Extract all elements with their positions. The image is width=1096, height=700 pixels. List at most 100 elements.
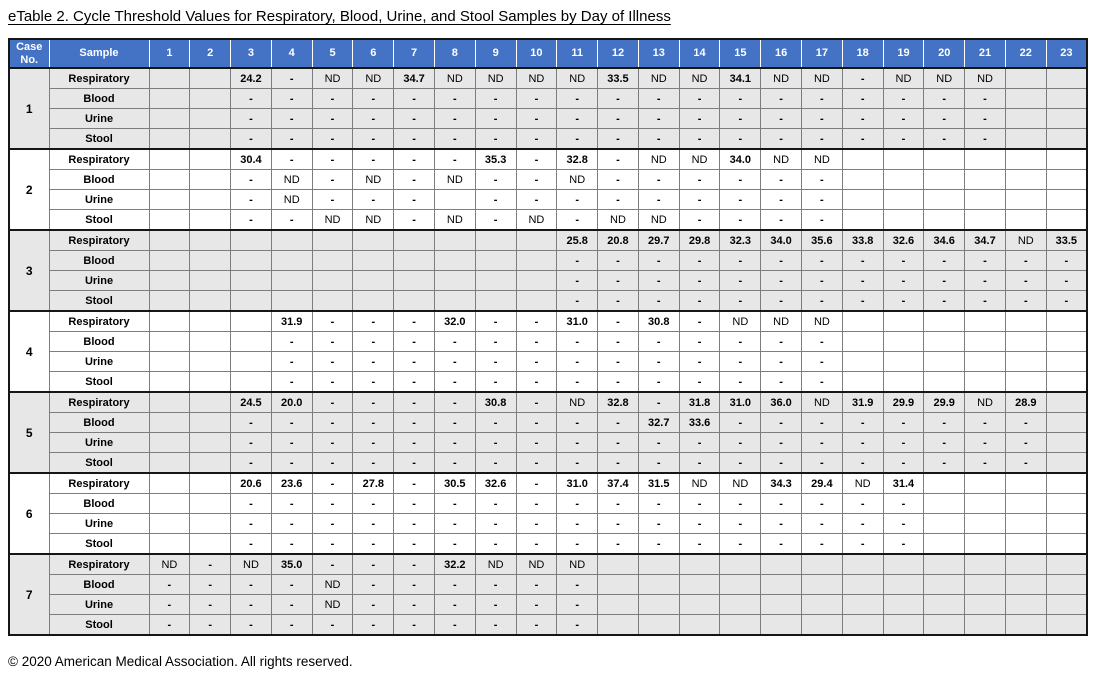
ct-cell — [841, 371, 884, 393]
ct-cell — [923, 614, 966, 636]
ct-cell — [474, 229, 517, 251]
ct-cell: - — [270, 88, 313, 109]
ct-cell: ND — [801, 148, 843, 170]
ct-cell: 32.8 — [556, 148, 599, 170]
ct-cell: 31.4 — [882, 472, 925, 494]
ct-cell — [964, 614, 1006, 636]
ct-cell: - — [678, 371, 721, 393]
table-row: Stool - - - - - - - - - - - - - - - - - - - - — [9, 452, 1088, 474]
ct-cell: - — [270, 128, 313, 150]
table-row: Stool - - - - - - - - - - - - - - — [9, 371, 1088, 393]
sample-label: Respiratory — [48, 148, 150, 170]
ct-cell: - — [841, 452, 884, 474]
ct-cell — [189, 331, 232, 352]
ct-cell — [433, 290, 476, 312]
ct-cell — [882, 351, 925, 372]
ct-cell: - — [923, 88, 966, 109]
ct-cell: ND — [719, 472, 762, 494]
ct-cell — [1045, 391, 1088, 413]
ct-cell: - — [719, 412, 762, 433]
ct-cell: - — [474, 310, 517, 332]
ct-cell: - — [270, 594, 313, 615]
sample-label: Stool — [48, 452, 150, 474]
ct-cell: - — [393, 391, 435, 413]
ct-cell: - — [678, 533, 721, 555]
ct-cell: - — [393, 209, 435, 231]
table-row: 7 Respiratory ND - ND 35.0- - -32.2 ND ND ND — [8, 553, 1088, 636]
sample-label: Urine — [48, 108, 150, 129]
table-row: Blood - - - - - - - - - - - - - - - - - - - — [9, 88, 1088, 109]
ct-cell: - — [678, 310, 721, 332]
ct-cell — [311, 250, 354, 271]
ct-cell: ND — [1004, 229, 1047, 251]
ct-cell — [1045, 169, 1088, 190]
ct-cell: ND — [637, 209, 680, 231]
col-header-day: 15 — [719, 39, 762, 69]
ct-cell: - — [393, 614, 435, 636]
ct-cell: - — [270, 412, 313, 433]
ct-cell: - — [923, 432, 966, 453]
ct-cell: - — [189, 594, 232, 615]
col-header-sample: Sample — [48, 39, 150, 69]
ct-cell: - — [841, 290, 884, 312]
ct-cell: 31.0 — [719, 391, 762, 413]
ct-cell: - — [801, 290, 843, 312]
ct-cell: - — [352, 493, 395, 514]
sample-label: Respiratory — [48, 229, 150, 251]
ct-cell: 32.6 — [882, 229, 925, 251]
ct-cell: - — [515, 88, 558, 109]
ct-cell: - — [637, 371, 680, 393]
ct-cell: - — [556, 189, 599, 210]
sample-label: Blood — [48, 493, 150, 514]
ct-cell: 25.8 — [556, 229, 599, 251]
ct-cell — [148, 169, 191, 190]
ct-cell: - — [474, 209, 517, 231]
ct-cell: - — [597, 452, 639, 474]
ct-cell: 34.6 — [923, 229, 966, 251]
ct-cell: - — [515, 513, 558, 534]
ct-cell — [1004, 371, 1047, 393]
ct-cell — [189, 88, 232, 109]
ct-cell — [882, 594, 925, 615]
ct-cell: - — [148, 614, 191, 636]
sample-label: Blood — [48, 574, 150, 595]
ct-cell — [189, 513, 232, 534]
ct-cell — [433, 270, 476, 291]
ct-cell — [148, 88, 191, 109]
ct-cell: 30.8 — [637, 310, 680, 332]
ct-cell: - — [474, 452, 517, 474]
ct-cell — [1045, 67, 1088, 89]
ct-cell: - — [597, 493, 639, 514]
table-row: 1 Respiratory 24.2- ND ND 34.7 ND ND ND ND 33.5 ND N… — [8, 67, 1088, 150]
ct-cell: - — [230, 513, 272, 534]
ct-cell: ND — [964, 391, 1006, 413]
ct-cell: - — [393, 452, 435, 474]
ct-cell: - — [719, 351, 762, 372]
ct-cell: ND — [515, 553, 558, 575]
ct-cell: ND — [230, 553, 272, 575]
ct-cell: - — [433, 513, 476, 534]
ct-cell: ND — [556, 169, 599, 190]
ct-cell: - — [719, 533, 762, 555]
ct-cell — [882, 331, 925, 352]
ct-cell — [841, 553, 884, 575]
ct-cell: ND — [352, 67, 395, 89]
ct-cell: - — [678, 128, 721, 150]
ct-cell: 20.0 — [270, 391, 313, 413]
ct-cell: - — [433, 574, 476, 595]
ct-cell: - — [801, 513, 843, 534]
ct-cell: - — [719, 270, 762, 291]
ct-cell: - — [189, 553, 232, 575]
ct-cell: - — [270, 108, 313, 129]
table-row: Stool - - - - - - - - - - - - - - - - - - - — [9, 128, 1088, 150]
ct-cell: - — [352, 432, 395, 453]
ct-cell: - — [515, 391, 558, 413]
table-row: 2 Respiratory 30.4- - - - -35.3-32.8- ND ND 34.0 N… — [8, 148, 1088, 231]
ct-cell — [1004, 108, 1047, 129]
ct-cell: - — [964, 412, 1006, 433]
ct-cell — [841, 148, 884, 170]
col-header-day: 12 — [597, 39, 639, 69]
ct-cell: - — [393, 351, 435, 372]
ct-cell: - — [433, 432, 476, 453]
ct-cell: - — [474, 574, 517, 595]
